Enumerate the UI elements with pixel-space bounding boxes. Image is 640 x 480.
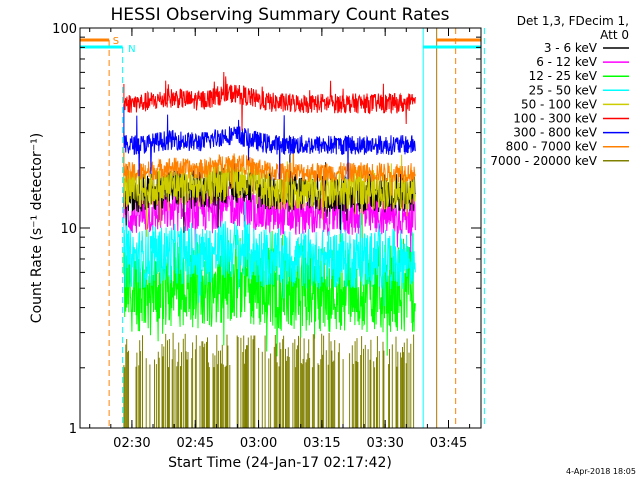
legend-label: 300 - 800 keV <box>513 126 597 140</box>
ticks-layer: 02:30 02:45 03:00 03:15 03:30 03:45 1 10 100 <box>52 22 481 451</box>
y-axis-label: Count Rate (s⁻¹ detector⁻¹) <box>29 133 45 323</box>
x-tick-label: 03:00 <box>240 436 277 451</box>
legend-label: 7000 - 20000 keV <box>490 154 597 168</box>
legend-header-line-1: Det 1,3, FDecim 1, <box>517 14 629 28</box>
footer-timestamp: 4-Apr-2018 18:05 <box>566 467 636 476</box>
legend-label: 3 - 6 keV <box>544 41 598 55</box>
legend-header-line-2: Att 0 <box>600 28 629 42</box>
legend-label: 25 - 50 keV <box>529 83 598 97</box>
series-800-7000-kev <box>123 131 416 208</box>
y-tick-label: 10 <box>60 222 77 237</box>
x-axis-label: Start Time (24-Jan-17 02:17:42) <box>168 455 392 471</box>
series-7000-20000-kev <box>123 332 415 428</box>
chart-title: HESSI Observing Summary Count Rates <box>110 5 449 25</box>
series-25-50-kev <box>123 201 416 307</box>
legend-label: 800 - 7000 keV <box>506 140 598 154</box>
y-tick-label: 1 <box>69 422 77 437</box>
series-50-100-kev <box>123 149 416 238</box>
x-tick-label: 03:30 <box>366 436 403 451</box>
x-tick-label: 02:30 <box>113 436 150 451</box>
x-tick-label: 02:45 <box>177 436 214 451</box>
legend-label: 6 - 12 keV <box>536 55 598 69</box>
legend-label: 12 - 25 keV <box>529 69 598 83</box>
legend-label: 100 - 300 keV <box>513 112 597 126</box>
legend-label: 50 - 100 keV <box>521 97 598 111</box>
x-tick-label: 03:45 <box>430 436 467 451</box>
y-tick-label: 100 <box>52 22 77 37</box>
marker-n-label: N <box>128 44 135 55</box>
plot-layer: SN <box>80 28 485 428</box>
marker-s-label: S <box>113 36 119 47</box>
series-100-300-kev <box>123 71 416 131</box>
x-tick-label: 03:15 <box>303 436 340 451</box>
series-300-800-kev <box>123 104 416 180</box>
